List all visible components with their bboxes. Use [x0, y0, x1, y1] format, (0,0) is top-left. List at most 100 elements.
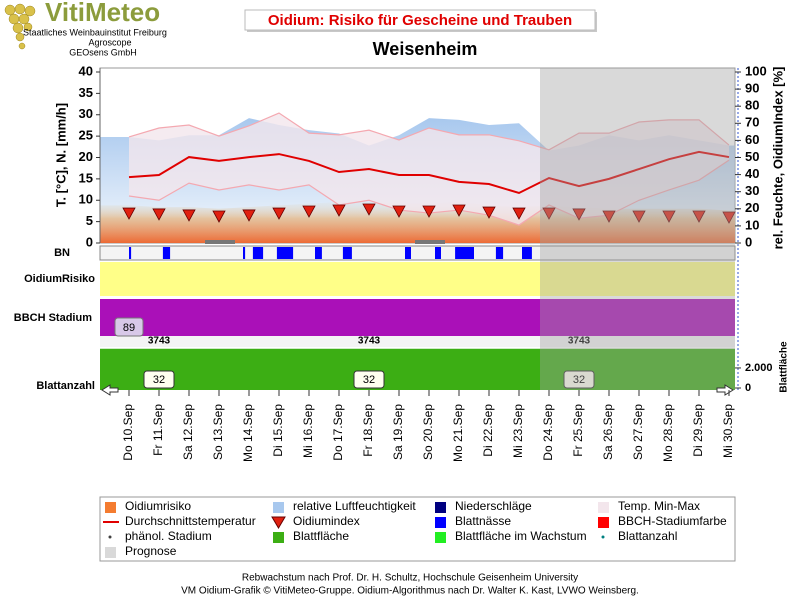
y-tick-label: 10 [79, 192, 93, 207]
y2-tick-label: 60 [745, 132, 759, 147]
legend-label: Blattfläche im Wachstum [455, 529, 587, 543]
y-axis-label: T. [°C], N. [mm/h] [53, 103, 68, 207]
y2-tick-label: 50 [745, 149, 759, 164]
x-tick-label: Sa 19.Sep [391, 404, 405, 460]
y2-tick-label: 0 [745, 234, 752, 249]
legend-label: Blattnässe [455, 514, 511, 528]
oidium-index-marker [332, 204, 346, 217]
x-tick-label: Fr 18.Sep [361, 404, 375, 457]
x-tick-label: Fr 25.Sep [571, 404, 585, 457]
oidium-index-marker [632, 210, 646, 223]
legend-swatch [105, 547, 116, 558]
oidium-index-marker [572, 208, 586, 221]
y-tick-label: 40 [79, 63, 93, 78]
oidium-index-marker [272, 207, 286, 220]
legend-swatch [273, 532, 284, 543]
legend-swatch [598, 502, 609, 513]
legend-label: phänol. Stadium [125, 529, 212, 543]
leaf-count-box [143, 370, 175, 389]
y2-tick-label: 80 [745, 98, 759, 113]
oidium-index-marker [182, 209, 196, 222]
legend-label: Prognose [125, 544, 177, 558]
x-tick-label: So 13.Sep [211, 404, 225, 460]
oidium-index-marker [152, 208, 166, 221]
x-tick-label: Fr 11.Sep [151, 404, 165, 456]
legend-label: Durchschnittstemperatur [125, 514, 256, 528]
leaf-wetness-block [342, 247, 352, 259]
leaf-count-label: Blattanzahl [36, 380, 95, 392]
leaf-wetness-block [315, 247, 322, 259]
oidium-index-marker [362, 203, 376, 216]
legend-label: relative Luftfeuchtigkeit [293, 499, 416, 513]
oidium-index-marker [662, 210, 676, 223]
legend-label: BBCH-Stadiumfarbe [618, 514, 727, 528]
oidium-index-marker [452, 204, 466, 217]
oidium-index-marker [602, 210, 616, 223]
x-tick-label: Do 17.Sep [331, 404, 345, 461]
legend-box [99, 496, 736, 562]
stage-marker [415, 240, 445, 244]
y-tick-label: 30 [79, 106, 93, 121]
legend-swatch [271, 516, 286, 529]
leaf-area-label: Blattfläche [779, 341, 790, 393]
x-tick-label: Mo 28.Sep [661, 404, 675, 462]
y-tick-label: 0 [86, 234, 93, 249]
oidium-index-marker [302, 205, 316, 218]
x-tick-label: Do 10.Sep [121, 404, 135, 461]
x-tick-label: Di 22.Sep [481, 404, 495, 457]
x-tick-label: So 20.Sep [421, 404, 435, 460]
leaf-area-label: 3743 [358, 336, 381, 347]
leaf-area-label: 3743 [148, 336, 171, 347]
forecast-shade [540, 68, 735, 390]
leaf-wetness-block [435, 247, 441, 259]
legend-label: Oidiumindex [293, 514, 360, 528]
legend-label: Oidiumrisiko [125, 499, 191, 513]
legend-label: Blattfläche [293, 529, 349, 543]
legend-swatch [108, 535, 112, 539]
leaf-wetness-block [495, 247, 504, 259]
y2-tick-label: 100 [745, 63, 767, 78]
y-tick-label: 20 [79, 149, 93, 164]
y-tick-label: 5 [86, 213, 93, 228]
legend-swatch [435, 532, 446, 543]
plot-area [99, 67, 736, 244]
leaf-wetness-block [252, 247, 264, 259]
temp-max-line [128, 112, 730, 151]
footer-line: Rebwachstum nach Prof. Dr. H. Schultz, H… [242, 573, 578, 584]
oidium-index-marker [422, 205, 436, 218]
x-tick-label: Mi 23.Sep [511, 404, 525, 458]
y-tick-label: 25 [79, 128, 93, 143]
legend-label: Niederschläge [455, 499, 532, 513]
leaf-tick-label: 2.000 [745, 362, 773, 374]
logo-line: GEOsens GmbH [69, 47, 137, 57]
logo-line: Staatliches Weinbauinstitut Freiburg [23, 27, 167, 37]
leaf-area-label: 3743 [568, 336, 591, 347]
y-tick-label: 35 [79, 85, 93, 100]
legend-swatch [105, 502, 116, 513]
legend-swatch [273, 502, 284, 513]
legend-swatch [598, 517, 609, 528]
scroll-arrow [101, 384, 119, 396]
stage-box [114, 317, 144, 337]
avg-temp-line [128, 150, 730, 195]
leaf-wetness-block [455, 247, 474, 259]
panel-label: BBCH Stadium [14, 312, 92, 324]
leaf-wetness-block [162, 247, 171, 259]
oidium-index-marker [722, 211, 736, 224]
oidium-index-marker [542, 207, 556, 220]
leaf-strip [100, 336, 735, 347]
x-tick-label: Mi 30.Sep [721, 404, 735, 458]
oidium-index-marker [512, 207, 526, 220]
legend-swatch [601, 535, 605, 539]
panel [100, 299, 735, 336]
stage-marker [205, 240, 235, 244]
oidium-index-marker [482, 206, 496, 219]
x-tick-label: Do 24.Sep [541, 404, 555, 461]
y2-tick-label: 20 [745, 200, 759, 215]
leaf-count-label: 32 [573, 374, 585, 386]
legend-label: Temp. Min-Max [618, 499, 700, 513]
oidium-index-marker [692, 210, 706, 223]
oidium-index-marker [212, 210, 226, 223]
leaf-wetness-block [276, 247, 294, 259]
oidium-index-marker [392, 205, 406, 218]
